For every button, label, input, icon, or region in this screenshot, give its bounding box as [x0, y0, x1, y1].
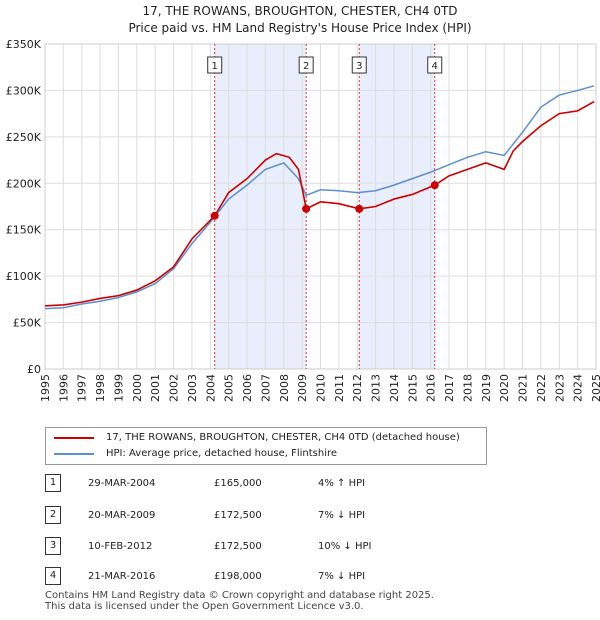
x-tick-label: 2017 [443, 374, 456, 402]
x-tick-label: 2021 [517, 374, 530, 402]
x-tick-label: 1998 [94, 374, 107, 402]
y-tick-label: £300K [6, 84, 42, 97]
footer-notice: Contains HM Land Registry data © Crown c… [45, 590, 434, 612]
price-chart: £0 £50K £100K £150K £200K £250K £300K £350K 1995… [6, 38, 600, 402]
shaded-period [214, 44, 307, 369]
x-tick-label: 2008 [278, 374, 291, 402]
transaction-hpi: 7% ↓ HPI [318, 510, 366, 521]
plot-border [44, 43, 597, 370]
y-tick-label: £150K [6, 224, 42, 237]
sale-point [302, 204, 311, 213]
transaction-badge: 3 [45, 537, 61, 555]
x-tick-label: 2004 [204, 374, 217, 402]
sale-label-box [351, 56, 367, 74]
x-tick-label: 2005 [223, 374, 236, 402]
y-tick-label: £100K [6, 270, 42, 283]
chart-subtitle: Price paid vs. HM Land Registry's House … [128, 21, 472, 35]
sale-point [210, 211, 219, 220]
legend-label-property: 17, THE ROWANS, BROUGHTON, CHESTER, CH4 … [106, 432, 460, 443]
x-tick-label: 2012 [351, 374, 364, 402]
transaction-hpi: 7% ↓ HPI [318, 571, 366, 582]
x-tick-label: 2010 [315, 374, 328, 402]
x-tick-label: 2014 [388, 374, 401, 402]
transaction-row: 4 21-MAR-2016 £198,000 7% ↓ HPI [0, 563, 600, 593]
transaction-badge: 4 [45, 567, 61, 585]
x-tick-label: 2019 [480, 374, 493, 402]
x-tick-label: 1996 [57, 374, 70, 402]
x-tick-label: 2007 [259, 374, 272, 402]
y-tick-label: £250K [6, 131, 42, 144]
transaction-badge: 2 [45, 506, 61, 524]
legend-label-hpi: HPI: Average price, detached house, Flin… [106, 448, 338, 459]
sale-label: 1 [212, 61, 218, 72]
transaction-price: £172,500 [214, 541, 262, 552]
transaction-price: £165,000 [214, 478, 262, 489]
x-tick-label: 2006 [241, 374, 254, 402]
transaction-hpi: 10% ↓ HPI [318, 541, 372, 552]
x-tick-label: 2023 [553, 374, 566, 402]
x-tick-label: 2001 [149, 374, 162, 402]
legend-swatch-hpi [54, 453, 94, 455]
x-tick-label: 2011 [333, 374, 346, 402]
x-tick-label: 2018 [461, 374, 474, 402]
sale-label: 4 [432, 61, 438, 72]
transaction-badge: 1 [45, 474, 61, 492]
x-tick-label: 1999 [112, 374, 125, 402]
transaction-row: 1 29-MAR-2004 £165,000 4% ↑ HPI [0, 470, 600, 500]
y-tick-label: £0 [27, 363, 41, 376]
x-tick-label: 1995 [39, 374, 52, 402]
sale-label-box [207, 56, 223, 74]
y-tick-label: £200K [6, 177, 42, 190]
x-tick-label: 2022 [535, 374, 548, 402]
x-tick-label: 2002 [168, 374, 181, 402]
footer-line-licence: This data is licensed under the Open Gov… [45, 601, 364, 612]
x-tick-label: 1997 [76, 374, 89, 402]
sale-label-box [427, 56, 443, 74]
x-tick-label: 2000 [131, 374, 144, 402]
sale-point [355, 204, 364, 213]
sale-label-box [298, 56, 314, 74]
x-tick-label: 2016 [425, 374, 438, 402]
transaction-price: £172,500 [214, 510, 262, 521]
property-series-line [44, 100, 595, 307]
hpi-series-line [44, 85, 595, 310]
x-tick-label: 2009 [296, 374, 309, 402]
footer-line-copyright: Contains HM Land Registry data © Crown c… [45, 590, 434, 601]
sale-label: 2 [303, 61, 309, 72]
x-tick-label: 2025 [590, 374, 600, 402]
x-tick-label: 2020 [498, 374, 511, 402]
sale-label: 3 [356, 61, 362, 72]
transaction-date: 21-MAR-2016 [88, 571, 156, 582]
transaction-row: 3 10-FEB-2012 £172,500 10% ↓ HPI [0, 533, 600, 563]
x-tick-label: 2024 [572, 374, 585, 402]
chart-legend: 17, THE ROWANS, BROUGHTON, CHESTER, CH4 … [45, 427, 487, 465]
transaction-price: £198,000 [214, 571, 262, 582]
transaction-date: 20-MAR-2009 [88, 510, 156, 521]
x-tick-label: 2013 [370, 374, 383, 402]
transaction-hpi: 4% ↑ HPI [318, 478, 366, 489]
x-tick-label: 2015 [406, 374, 419, 402]
chart-title: 17, THE ROWANS, BROUGHTON, CHESTER, CH4 … [142, 4, 458, 18]
transaction-date: 29-MAR-2004 [88, 478, 156, 489]
x-tick-label: 2003 [186, 374, 199, 402]
sale-point [430, 181, 439, 190]
y-tick-label: £350K [6, 38, 42, 51]
y-tick-label: £50K [13, 317, 42, 330]
legend-swatch-property [54, 437, 94, 439]
transaction-row: 2 20-MAR-2009 £172,500 7% ↓ HPI [0, 502, 600, 532]
transaction-date: 10-FEB-2012 [88, 541, 153, 552]
